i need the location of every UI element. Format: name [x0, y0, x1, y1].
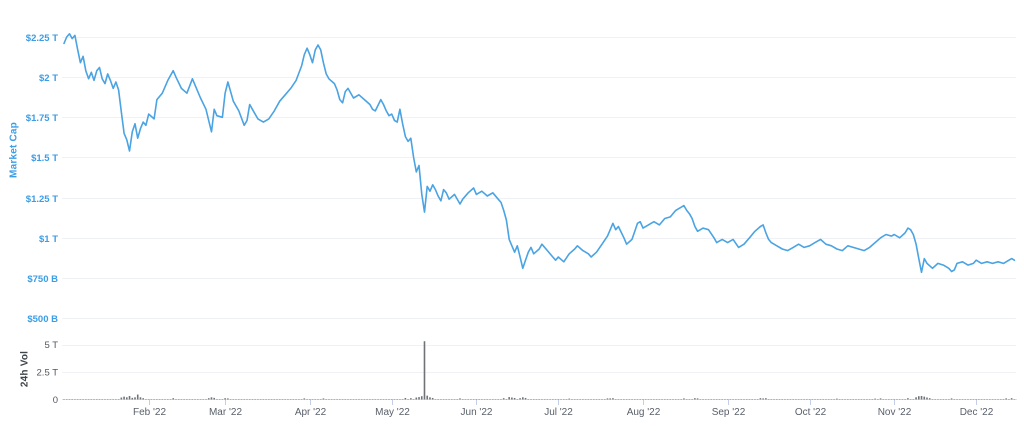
market-cap-tick-label: $1.5 T [31, 153, 58, 164]
volume-bar [426, 395, 429, 400]
volume-bar [694, 398, 696, 400]
volume-bar [519, 398, 521, 400]
month-tick-label: Apr '22 [295, 407, 327, 418]
month-tick-label: Mar '22 [209, 407, 242, 418]
market-cap-tick-label: $500 B [27, 314, 58, 325]
volume-bar [227, 398, 229, 400]
volume-bar [418, 397, 420, 400]
volume-tick-label: 0 [53, 395, 58, 406]
market-cap-tick-label: $1.75 T [26, 113, 58, 124]
volume-bar [431, 397, 434, 400]
volume-bar [568, 398, 571, 400]
volume-bar [120, 397, 123, 400]
volume-bar [322, 398, 325, 400]
month-tick-label: May '22 [375, 407, 410, 418]
volume-bar [131, 397, 134, 400]
volume-bar [410, 398, 412, 400]
volume-bar [134, 397, 136, 400]
volume-bar [612, 398, 614, 400]
volume-bar [511, 397, 513, 400]
volume-bar [915, 397, 917, 400]
month-tick-label: Jun '22 [461, 407, 493, 418]
volume-bar [1005, 398, 1007, 400]
volume-bar [142, 398, 144, 400]
volume-bar [429, 397, 431, 400]
volume-bar [918, 396, 920, 400]
volume-bar [513, 397, 516, 400]
volume-axis-title: 24h Vol [19, 350, 31, 388]
month-tick-label: Aug '22 [627, 407, 661, 418]
volume-bar [207, 398, 210, 400]
volume-bar [128, 395, 131, 400]
volume-bar [762, 398, 764, 400]
volume-bar [139, 397, 142, 400]
volume-bar [879, 398, 882, 400]
market-cap-line [63, 33, 1016, 274]
volume-bar [524, 397, 527, 400]
volume-tick-label: 5 T [44, 340, 58, 351]
volume-bar [224, 398, 226, 400]
volume-bar [404, 397, 407, 400]
volume-bar [136, 394, 139, 400]
volume-bar [213, 397, 215, 400]
volume-bar [1010, 398, 1013, 400]
volume-bar [683, 398, 685, 400]
volume-bar [765, 398, 767, 400]
volume-bar [420, 396, 423, 400]
volume-bar [502, 398, 505, 400]
market-cap-tick-label: $2 T [39, 73, 58, 84]
market-cap-tick-label: $750 B [27, 274, 58, 285]
volume-bar [874, 398, 876, 400]
volume-bar [459, 398, 461, 400]
volume-bar [759, 398, 762, 400]
market-cap-axis-title: Market Cap [8, 122, 20, 178]
volume-bar [126, 397, 128, 400]
volume-bar [928, 398, 931, 400]
volume-bar [920, 395, 923, 400]
volume-bar [423, 341, 426, 400]
month-tick-label: Nov '22 [878, 407, 912, 418]
volume-tick-label: 2.5 T [37, 368, 59, 379]
volume-bar [836, 398, 838, 400]
volume-bar [907, 398, 909, 400]
month-tick-label: Oct '22 [795, 407, 827, 418]
month-tick-label: Dec '22 [960, 407, 994, 418]
volume-bar [210, 397, 213, 400]
volume-bar [522, 397, 524, 400]
month-tick-label: Sep '22 [712, 407, 746, 418]
market-cap-tick-label: $1 T [39, 234, 58, 245]
month-tick-label: Jul '22 [544, 407, 573, 418]
volume-bar [508, 397, 510, 400]
volume-bar [926, 397, 928, 400]
market-cap-tick-label: $1.25 T [26, 194, 58, 205]
volume-bar [950, 398, 953, 400]
volume-bar [609, 398, 611, 400]
month-tick-label: Feb '22 [133, 407, 166, 418]
volume-bar [923, 396, 926, 400]
market-cap-tick-label: $2.25 T [26, 33, 58, 44]
volume-bar [606, 398, 609, 400]
volume-bar [123, 396, 125, 400]
volume-bar [415, 397, 418, 400]
volume-bar [303, 398, 306, 400]
volume-bar [172, 398, 175, 400]
volume-bar [696, 398, 699, 400]
